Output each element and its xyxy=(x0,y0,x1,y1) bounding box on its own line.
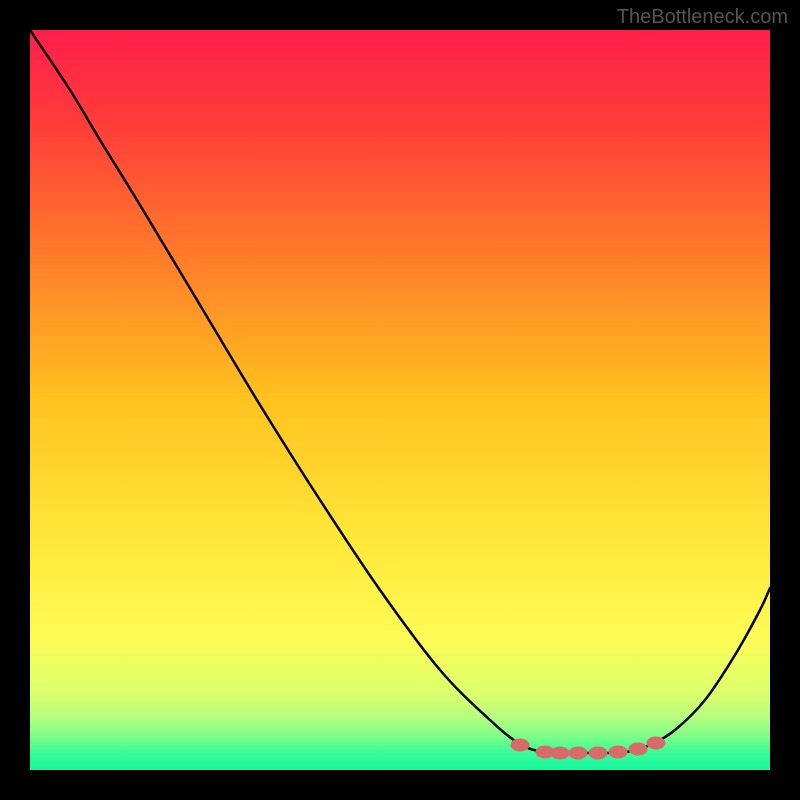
curve-marker xyxy=(551,747,569,759)
curve-marker xyxy=(511,739,529,751)
curve-marker xyxy=(629,743,647,755)
chart-svg xyxy=(0,0,800,800)
curve-marker xyxy=(589,747,607,759)
curve-marker xyxy=(609,746,627,758)
plot-area xyxy=(30,30,770,770)
attribution-text: TheBottleneck.com xyxy=(617,6,788,29)
bottleneck-chart: TheBottleneck.com xyxy=(0,0,800,800)
curve-marker xyxy=(647,737,665,749)
curve-marker xyxy=(569,747,587,759)
